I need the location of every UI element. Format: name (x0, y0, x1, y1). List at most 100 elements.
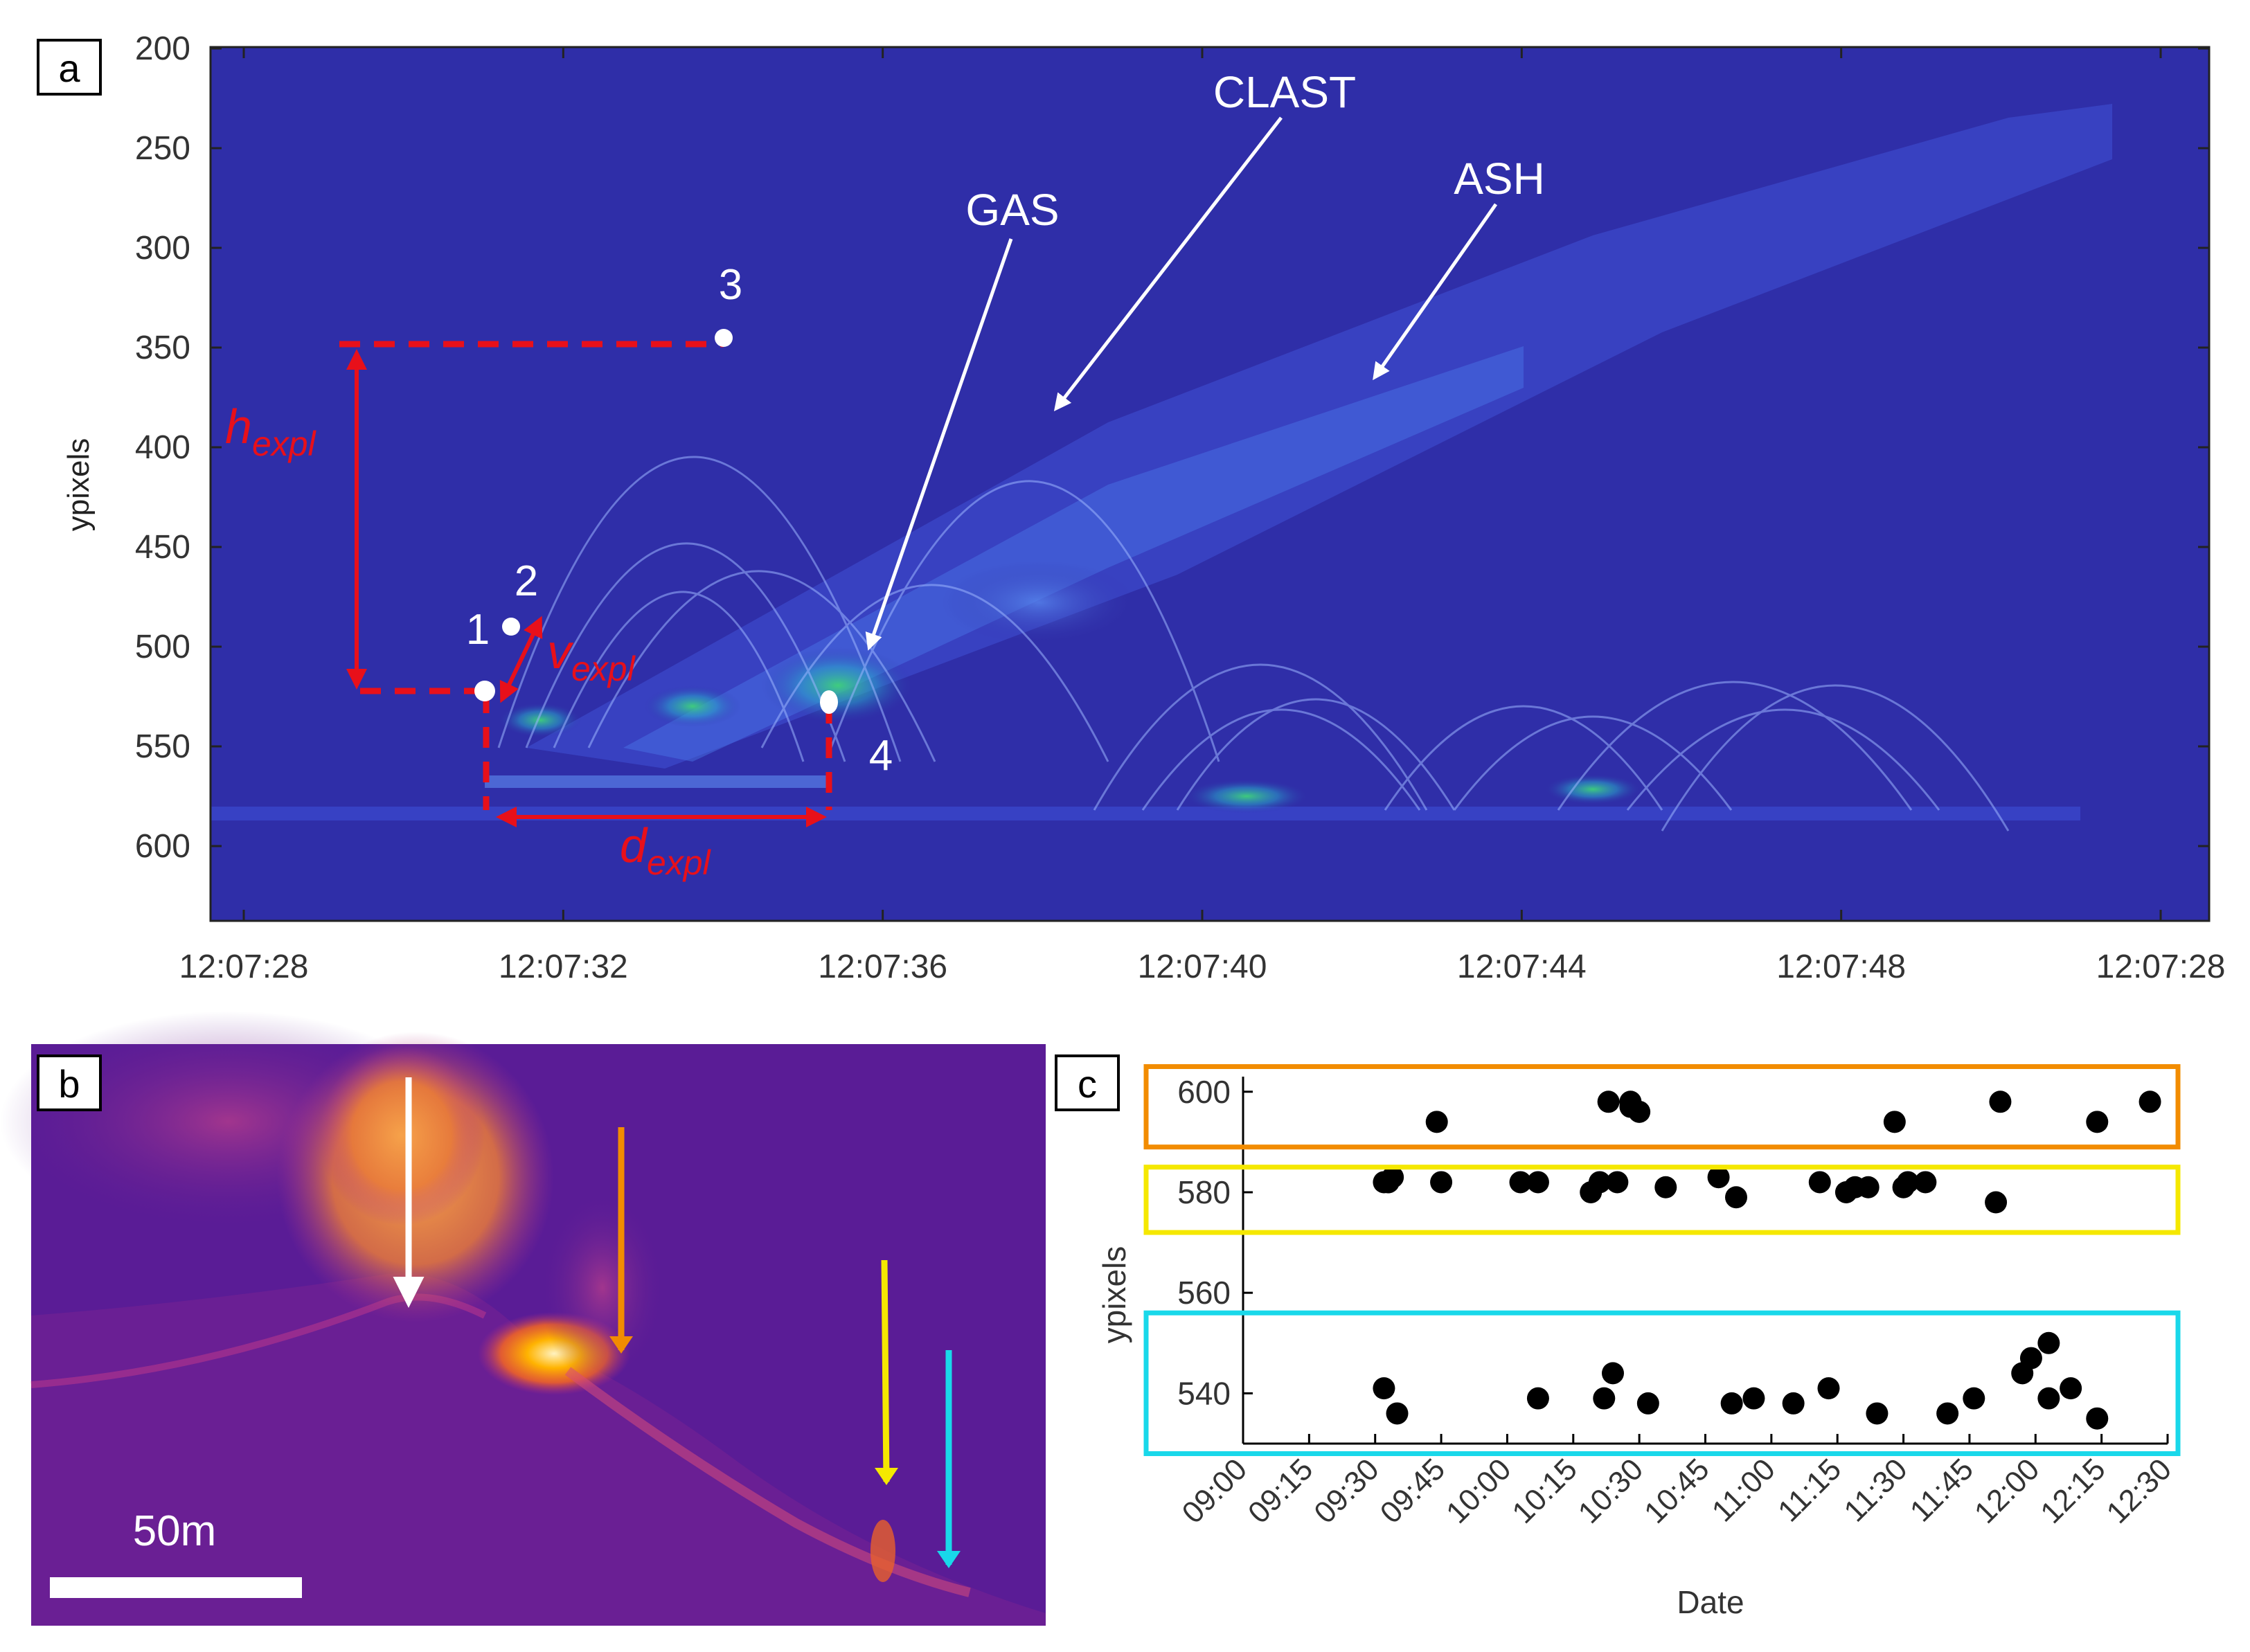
red-dashed-guides (339, 341, 832, 810)
clast-arrow (1053, 116, 1283, 411)
panel-c-background (1056, 1044, 2233, 1640)
yellow-arrowhead (875, 1468, 898, 1485)
cyan-arrowhead (937, 1551, 961, 1568)
data-point (1707, 1166, 1730, 1189)
data-point (1857, 1176, 1880, 1198)
y-tick-label: 400 (135, 429, 190, 466)
data-point (1593, 1387, 1616, 1410)
data-point (1742, 1387, 1765, 1410)
y-tick-label: 600 (135, 828, 190, 865)
ash-plume (526, 104, 2112, 769)
data-point (1430, 1171, 1453, 1194)
scale-label: 50m (133, 1507, 217, 1555)
panel-a-y-axis: 200 250 300 350 400 450 500 550 600 (135, 30, 2209, 865)
panel-a: 200 250 300 350 400 450 500 550 600 12:07:28 12:0… (37, 30, 2226, 985)
data-point (1425, 1111, 1448, 1133)
data-point (1817, 1377, 1840, 1400)
point-3-marker (715, 329, 733, 347)
data-point (1377, 1171, 1400, 1194)
scale-bar (50, 1577, 302, 1598)
data-point (1597, 1090, 1620, 1113)
ground-line (211, 807, 2080, 820)
eruption-plume-core (319, 1045, 485, 1225)
data-point (2086, 1111, 2109, 1133)
data-point (1725, 1186, 1747, 1209)
point-3-label: 3 (719, 261, 742, 309)
data-point (1834, 1180, 1857, 1203)
y-tick-label: 250 (135, 130, 190, 167)
y-tick-label: 500 (135, 629, 190, 665)
white-arrows (865, 116, 1498, 651)
hotspot (1184, 779, 1309, 814)
lava-flow (564, 1367, 971, 1597)
c-y-tick-label: 540 (1177, 1375, 1231, 1411)
d-expl-label: dexpl (620, 818, 712, 882)
data-point (1989, 1090, 2012, 1113)
data-point (1602, 1362, 1624, 1385)
point-4-label: 4 (869, 732, 893, 780)
orange-arrowhead (609, 1336, 633, 1354)
v-expl-arrow (499, 616, 543, 703)
ash-label: ASH (1454, 154, 1545, 204)
data-point (1914, 1171, 1937, 1194)
yellow-arrow (881, 1259, 890, 1482)
point-1-label: 1 (466, 606, 490, 654)
panel-b-label-box (37, 1054, 102, 1111)
orange-band-box (1143, 1063, 2181, 1150)
data-point (1526, 1171, 1549, 1194)
data-point (2019, 1347, 2042, 1370)
y-tick-label: 200 (135, 30, 190, 67)
panel-a-ylabel: ypixels (62, 438, 96, 532)
x-tick-label: 12:07:28 (179, 949, 309, 985)
c-xlabel: Date (1677, 1584, 1744, 1620)
v-expl-label: vexpl (547, 625, 636, 688)
panel-b-label: b (58, 1062, 80, 1106)
hotspot (1544, 774, 1641, 805)
data-point (1866, 1402, 1889, 1425)
panel-b: 50m b (0, 1011, 1046, 1626)
data-point (2037, 1331, 2060, 1354)
red-dimension-arrows (346, 349, 827, 827)
data-point (1636, 1392, 1659, 1415)
data-point (1782, 1392, 1805, 1415)
data-point (1373, 1377, 1395, 1400)
panel-a-label-box (37, 39, 102, 96)
data-point (1896, 1171, 1919, 1194)
hotspot (942, 561, 1136, 644)
x-tick-label: 12:07:44 (1457, 949, 1587, 985)
x-tick-label: 12:07:32 (499, 949, 628, 985)
data-point (2060, 1377, 2082, 1400)
panel-c-label: c (1078, 1062, 1097, 1106)
x-tick-label: 12:07:48 (1776, 949, 1906, 985)
hotspot (499, 703, 582, 737)
data-point (1606, 1171, 1629, 1194)
hotspot (644, 685, 741, 727)
h-expl-label: hexpl (225, 399, 317, 463)
clast-label: CLAST (1213, 67, 1356, 117)
point-2-marker (502, 618, 520, 636)
y-tick-label: 300 (135, 230, 190, 267)
point-2-label: 2 (515, 557, 538, 605)
y-tick-label: 550 (135, 728, 190, 765)
data-point (1526, 1387, 1549, 1410)
data-point (1386, 1402, 1409, 1425)
c-y-tick-label: 600 (1177, 1074, 1231, 1110)
data-point (1619, 1095, 1642, 1118)
c-ylabel: ypixels (1096, 1246, 1132, 1344)
volcano-slope (31, 1273, 1046, 1626)
gas-arrow (865, 238, 1013, 651)
ash-arrow (1373, 203, 1498, 381)
gas-label: GAS (965, 185, 1059, 235)
point-4-marker (820, 690, 838, 714)
panel-a-label: a (58, 46, 80, 90)
y-tick-label: 350 (135, 330, 190, 366)
data-point (1883, 1111, 1906, 1133)
y-tick-label: 450 (135, 529, 190, 566)
panel-a-x-axis: 12:07:28 12:07:32 12:07:36 12:07:40 12:07:44… (179, 47, 2226, 985)
data-point (2037, 1387, 2060, 1410)
cyan-band-box (1143, 1310, 2181, 1457)
x-tick-label: 12:07:28 (2096, 949, 2226, 985)
vent-line (485, 775, 831, 788)
data-point (1963, 1387, 1985, 1410)
